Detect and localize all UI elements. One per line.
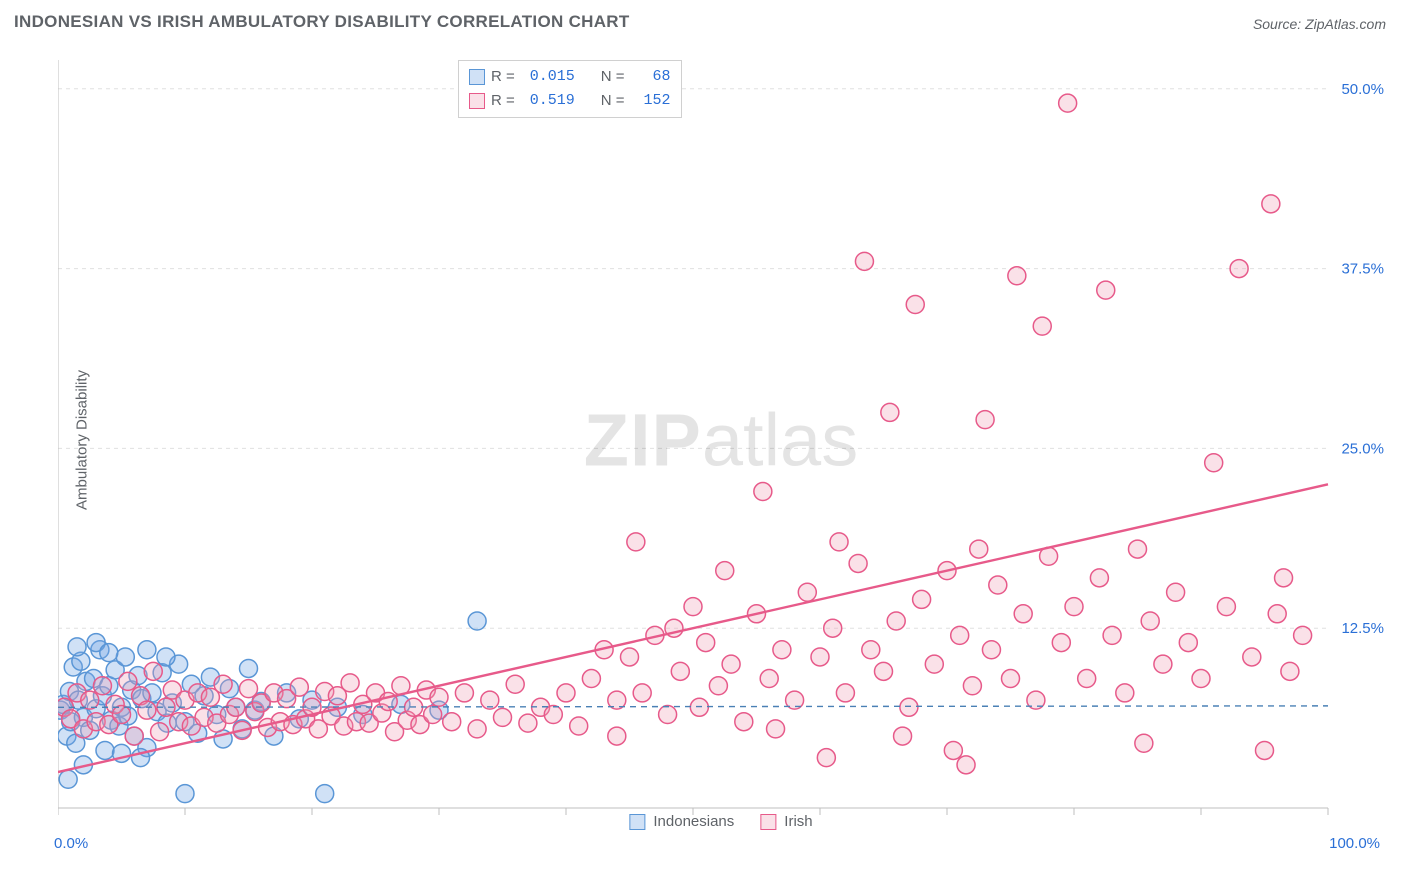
svg-text:50.0%: 50.0% (1341, 81, 1384, 98)
source-prefix: Source: (1253, 16, 1305, 32)
legend-bottom: Indonesians Irish (629, 813, 812, 830)
scatter-chart-svg: 12.5% 25.0% 37.5% 50.0% (58, 50, 1384, 830)
legend-stats-row: R =0.015 N =68 (469, 65, 671, 89)
legend-stats-box: R =0.015 N =68 R =0.519 N =152 (458, 60, 682, 118)
plot-area: Ambulatory Disability 12.5% 25.0% 37.5% 50.… (58, 50, 1384, 830)
legend-swatch (629, 814, 645, 830)
legend-n-label: N = (601, 89, 625, 113)
legend-bottom-item: Irish (760, 813, 812, 830)
legend-r-value: 0.015 (521, 65, 575, 89)
svg-text:37.5%: 37.5% (1341, 261, 1384, 278)
x-axis-max-label: 100.0% (1329, 835, 1380, 852)
svg-text:12.5%: 12.5% (1341, 620, 1384, 637)
legend-r-label: R = (491, 65, 515, 89)
legend-stats-row: R =0.519 N =152 (469, 89, 671, 113)
legend-r-label: R = (491, 89, 515, 113)
chart-title: INDONESIAN VS IRISH AMBULATORY DISABILIT… (14, 12, 630, 32)
source-attribution: Source: ZipAtlas.com (1253, 16, 1386, 32)
legend-n-value: 152 (631, 89, 671, 113)
legend-swatch (760, 814, 776, 830)
legend-series-name: Irish (784, 813, 812, 830)
legend-n-value: 68 (631, 65, 671, 89)
legend-bottom-item: Indonesians (629, 813, 734, 830)
legend-series-name: Indonesians (653, 813, 734, 830)
y-axis-label: Ambulatory Disability (74, 370, 91, 510)
svg-text:25.0%: 25.0% (1341, 440, 1384, 457)
legend-r-value: 0.519 (521, 89, 575, 113)
legend-n-label: N = (601, 65, 625, 89)
x-axis-min-label: 0.0% (54, 835, 88, 852)
legend-swatch (469, 69, 485, 85)
source-site: ZipAtlas.com (1305, 16, 1386, 32)
legend-swatch (469, 93, 485, 109)
